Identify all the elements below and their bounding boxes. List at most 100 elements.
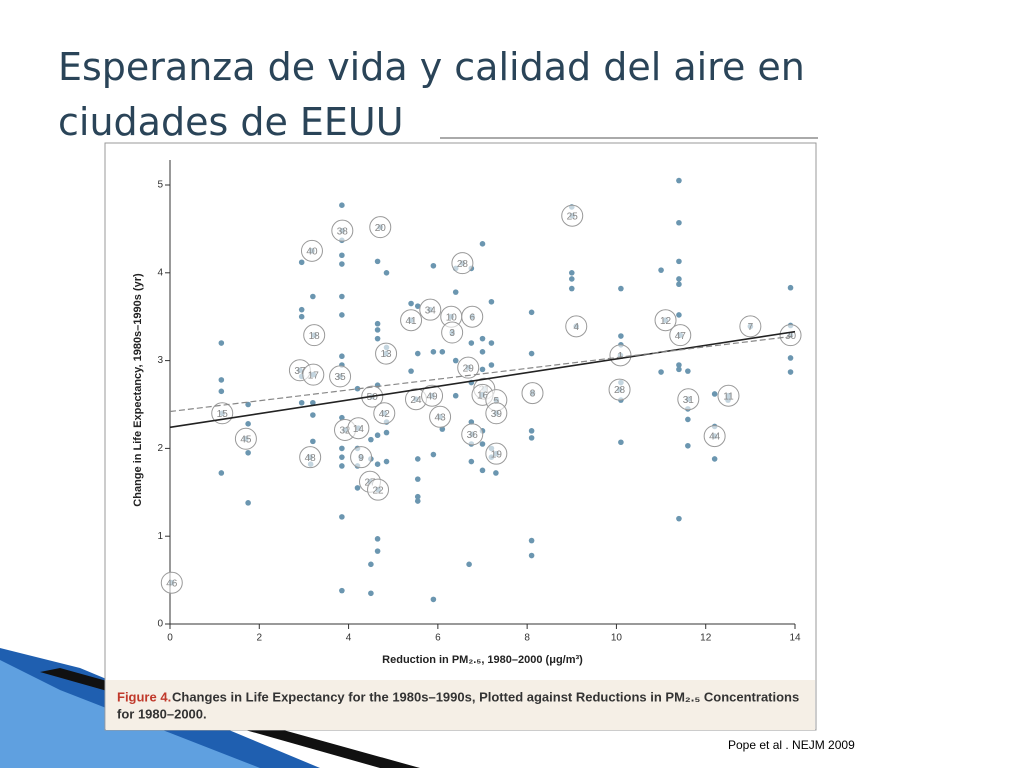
point-label: 40: [306, 246, 318, 257]
point: [468, 458, 475, 465]
point-ring: [303, 324, 326, 347]
caption-label: Figure 4.: [117, 689, 171, 704]
point: [479, 441, 486, 447]
decoration: [0, 660, 260, 768]
point-ring: [561, 204, 584, 227]
point: [374, 320, 381, 327]
point-ring: [457, 356, 480, 379]
point: [374, 432, 381, 439]
point: [245, 500, 251, 506]
point-label: 15: [217, 409, 229, 420]
point: [528, 309, 535, 316]
point-label: 5: [494, 396, 500, 407]
point-ring: [521, 382, 544, 405]
point-label: 16: [477, 390, 489, 401]
point: [488, 362, 495, 368]
point-ring: [300, 239, 323, 262]
point: [414, 476, 421, 482]
point-label: 19: [491, 449, 503, 460]
point-label: 45: [240, 434, 252, 445]
point: [676, 219, 682, 226]
point-label: 37: [294, 366, 306, 377]
point-ring: [331, 219, 354, 242]
point-ring: [485, 402, 508, 425]
point: [676, 366, 682, 373]
x-tick-label: 4: [346, 633, 352, 644]
point-label: 39: [491, 409, 503, 420]
point: [368, 561, 374, 568]
point: [339, 202, 345, 208]
point: [787, 284, 794, 291]
point: [339, 454, 345, 460]
point-label: 47: [675, 331, 687, 342]
point: [528, 435, 535, 441]
point: [374, 536, 381, 542]
point-ring: [608, 378, 631, 401]
point-ring: [302, 363, 325, 386]
point: [452, 392, 459, 399]
point-label: 7: [748, 322, 754, 333]
point: [493, 470, 499, 476]
point: [408, 368, 414, 374]
point: [711, 456, 718, 462]
point-label: 4: [573, 322, 579, 333]
point: [452, 289, 459, 295]
point: [245, 421, 251, 427]
point: [298, 313, 305, 320]
point-ring: [485, 442, 508, 465]
point: [383, 458, 390, 465]
point-ring: [419, 298, 442, 321]
point-label: 9: [358, 453, 364, 464]
point: [339, 463, 345, 469]
point-ring: [234, 427, 257, 450]
point: [658, 267, 664, 273]
x-tick-label: 14: [789, 633, 801, 644]
y-axis-label: Change in Life Expectancy, 1980s–1990s (…: [132, 273, 144, 507]
slide-title: ciudades de EEUU: [58, 100, 404, 144]
point: [676, 515, 682, 522]
point-label: 35: [335, 372, 347, 383]
point-label: 28: [614, 385, 626, 396]
point-ring: [717, 384, 740, 407]
point: [787, 355, 794, 361]
point-ring: [461, 305, 484, 328]
point: [439, 349, 446, 355]
point: [466, 561, 472, 568]
point-label: 32: [339, 426, 351, 437]
point-ring: [421, 384, 444, 407]
point: [339, 261, 345, 267]
point: [528, 552, 535, 559]
point-ring: [369, 216, 392, 239]
point-label: 46: [166, 578, 178, 589]
point-ring: [677, 388, 700, 411]
y-tick-label: 3: [157, 355, 163, 366]
point: [339, 353, 345, 360]
point: [310, 293, 316, 300]
point: [479, 241, 486, 247]
point-label: 14: [353, 424, 365, 435]
point: [414, 493, 421, 500]
point: [245, 449, 251, 456]
point: [676, 281, 682, 288]
point: [408, 300, 414, 307]
citation: Pope et al . NEJM 2009: [728, 738, 855, 752]
point: [339, 414, 345, 421]
point: [479, 335, 486, 342]
point-label: 20: [375, 223, 387, 234]
point: [298, 399, 305, 406]
point-label: 17: [308, 370, 320, 381]
point-ring: [375, 342, 398, 365]
point-label: 18: [309, 331, 321, 342]
point-label: 3: [449, 328, 455, 339]
point-label: 48: [305, 453, 317, 464]
point: [310, 412, 316, 418]
point: [383, 270, 390, 276]
point: [479, 349, 486, 355]
point: [310, 399, 316, 406]
x-tick-label: 12: [700, 633, 712, 644]
point-label: 28: [457, 259, 469, 270]
point: [374, 327, 381, 333]
point-label: 36: [467, 430, 479, 441]
point: [685, 368, 691, 374]
